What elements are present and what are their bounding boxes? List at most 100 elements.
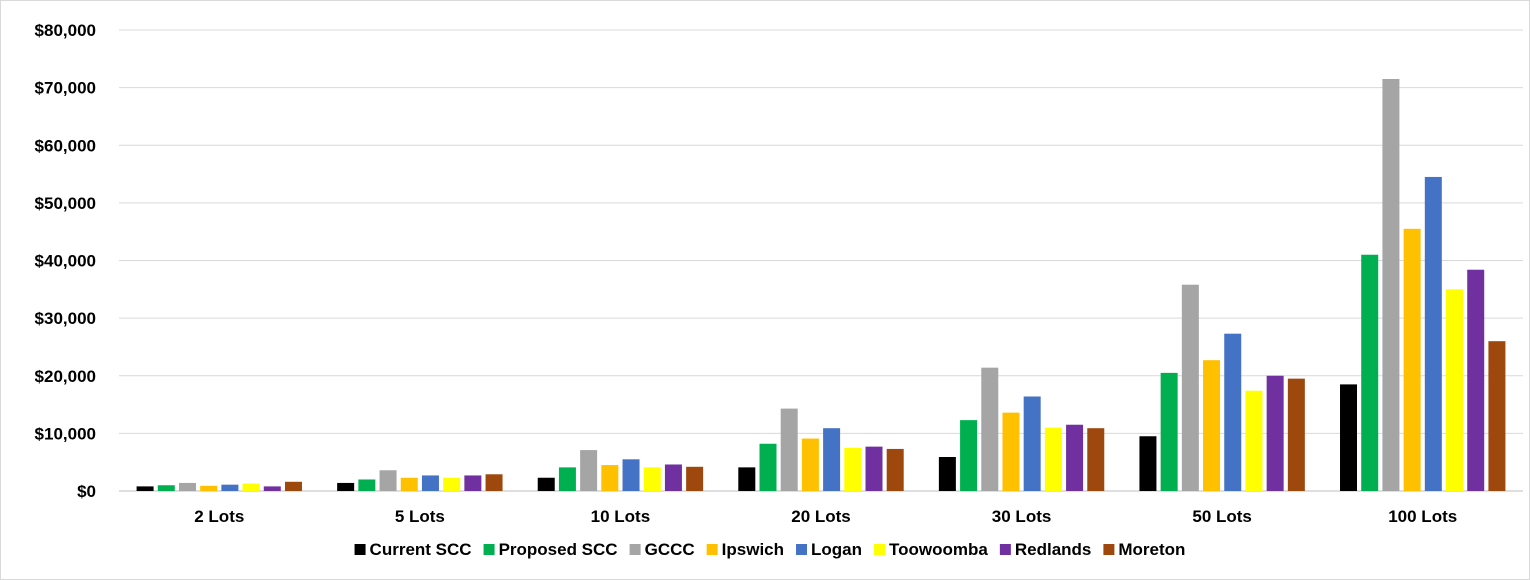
- legend: Current SCC Proposed SCC GCCC Ipswich Logan T…: [354, 540, 1185, 559]
- legend-item-redlands: Redlands: [999, 540, 1092, 559]
- bar-current-scc-100-lots: [1340, 384, 1358, 491]
- bar-gccc-5-lots: [379, 470, 397, 491]
- bar-current-scc-10-lots: [537, 477, 555, 491]
- bar-gccc-20-lots: [780, 408, 798, 491]
- legend-label: Moreton: [1118, 540, 1185, 559]
- bar-current-scc-20-lots: [738, 467, 756, 491]
- bar-toowoomba-30-lots: [1044, 427, 1062, 491]
- bar-ipswich-20-lots: [801, 438, 819, 491]
- legend-label: GCCC: [645, 540, 695, 559]
- bar-current-scc-2-lots: [136, 486, 154, 491]
- bar-proposed-scc-5-lots: [358, 479, 376, 491]
- legend-swatch: [483, 544, 495, 555]
- bar-logan-30-lots: [1023, 396, 1041, 491]
- bar-ipswich-30-lots: [1002, 412, 1020, 491]
- bar-proposed-scc-30-lots: [960, 420, 978, 491]
- bar-toowoomba-10-lots: [643, 467, 661, 491]
- bar-gccc-100-lots: [1382, 78, 1400, 491]
- bar-gccc-2-lots: [178, 482, 196, 491]
- bar-redlands-100-lots: [1467, 269, 1485, 491]
- legend-swatch: [706, 544, 718, 555]
- legend-swatch: [629, 544, 641, 555]
- x-axis-ticks: 2 Lots 5 Lots 10 Lots 20 Lots 30 Lots 50 Lots…: [194, 507, 1457, 526]
- bar-logan-20-lots: [823, 428, 841, 491]
- bar-moreton-2-lots: [284, 481, 302, 491]
- bar-toowoomba-2-lots: [242, 483, 260, 491]
- bar-ipswich-100-lots: [1403, 228, 1421, 491]
- legend-item-toowoomba: Toowoomba: [874, 540, 988, 559]
- legend-label: Ipswich: [722, 540, 784, 559]
- y-tick-label: $70,000: [35, 79, 96, 98]
- bar-proposed-scc-100-lots: [1361, 254, 1379, 491]
- bar-moreton-30-lots: [1087, 428, 1105, 491]
- legend-item-logan: Logan: [796, 540, 862, 559]
- y-tick-label: $10,000: [35, 424, 96, 443]
- legend-item-gccc: GCCC: [629, 540, 695, 559]
- legend-swatch: [999, 544, 1011, 555]
- legend-item-proposed-scc: Proposed SCC: [483, 540, 618, 559]
- bar-logan-5-lots: [421, 475, 439, 491]
- x-tick-label: 5 Lots: [395, 507, 445, 526]
- bar-moreton-50-lots: [1287, 378, 1305, 491]
- bar-moreton-10-lots: [686, 466, 704, 491]
- legend-swatch: [1103, 544, 1115, 555]
- bar-toowoomba-5-lots: [443, 477, 461, 491]
- legend-swatch: [354, 544, 366, 555]
- bar-ipswich-2-lots: [200, 485, 218, 491]
- bar-proposed-scc-10-lots: [558, 467, 576, 491]
- bars: [136, 78, 1506, 491]
- bar-redlands-2-lots: [263, 486, 281, 491]
- bar-redlands-20-lots: [865, 446, 883, 491]
- bar-current-scc-30-lots: [938, 457, 956, 491]
- gridlines: [119, 29, 1523, 492]
- bar-toowoomba-100-lots: [1446, 289, 1464, 491]
- y-tick-label: $30,000: [35, 309, 96, 328]
- legend-label: Proposed SCC: [499, 540, 618, 559]
- bar-proposed-scc-20-lots: [759, 443, 777, 491]
- bar-logan-10-lots: [622, 459, 640, 491]
- bar-proposed-scc-50-lots: [1160, 372, 1178, 491]
- y-tick-label: $20,000: [35, 367, 96, 386]
- y-tick-label: $50,000: [35, 194, 96, 213]
- bar-gccc-10-lots: [580, 450, 598, 491]
- bar-current-scc-5-lots: [337, 482, 355, 491]
- x-tick-label: 100 Lots: [1388, 507, 1457, 526]
- legend-item-ipswich: Ipswich: [706, 540, 784, 559]
- bar-redlands-10-lots: [664, 464, 682, 491]
- bar-moreton-5-lots: [485, 474, 503, 491]
- bar-proposed-scc-2-lots: [157, 485, 175, 491]
- legend-label: Current SCC: [370, 540, 472, 559]
- legend-label: Redlands: [1015, 540, 1092, 559]
- legend-label: Logan: [811, 540, 862, 559]
- legend-label: Toowoomba: [889, 540, 988, 559]
- bar-toowoomba-50-lots: [1245, 390, 1263, 491]
- bar-ipswich-50-lots: [1203, 360, 1221, 491]
- bar-logan-100-lots: [1424, 176, 1442, 491]
- y-tick-label: $60,000: [35, 136, 96, 155]
- x-tick-label: 2 Lots: [194, 507, 244, 526]
- bar-ipswich-5-lots: [400, 477, 418, 491]
- legend-item-current-scc: Current SCC: [354, 540, 472, 559]
- x-tick-label: 20 Lots: [791, 507, 851, 526]
- legend-swatch: [796, 544, 808, 555]
- legend-item-moreton: Moreton: [1103, 540, 1185, 559]
- x-tick-label: 10 Lots: [591, 507, 651, 526]
- bar-logan-2-lots: [221, 484, 239, 491]
- bar-redlands-30-lots: [1066, 424, 1084, 491]
- bar-redlands-50-lots: [1266, 375, 1284, 491]
- y-tick-label: $40,000: [35, 252, 96, 271]
- bar-gccc-30-lots: [981, 367, 999, 491]
- y-tick-label: $80,000: [35, 21, 96, 40]
- bar-current-scc-50-lots: [1139, 436, 1157, 491]
- bar-redlands-5-lots: [464, 475, 482, 491]
- legend-swatch: [874, 544, 886, 555]
- bar-ipswich-10-lots: [601, 465, 619, 491]
- y-axis-ticks: $0 $10,000 $20,000 $30,000 $40,000 $50,000 $60…: [35, 21, 96, 501]
- x-tick-label: 30 Lots: [992, 507, 1052, 526]
- bar-gccc-50-lots: [1181, 284, 1199, 491]
- y-tick-label: $0: [77, 482, 96, 501]
- x-tick-label: 50 Lots: [1192, 507, 1252, 526]
- bar-toowoomba-20-lots: [844, 447, 862, 491]
